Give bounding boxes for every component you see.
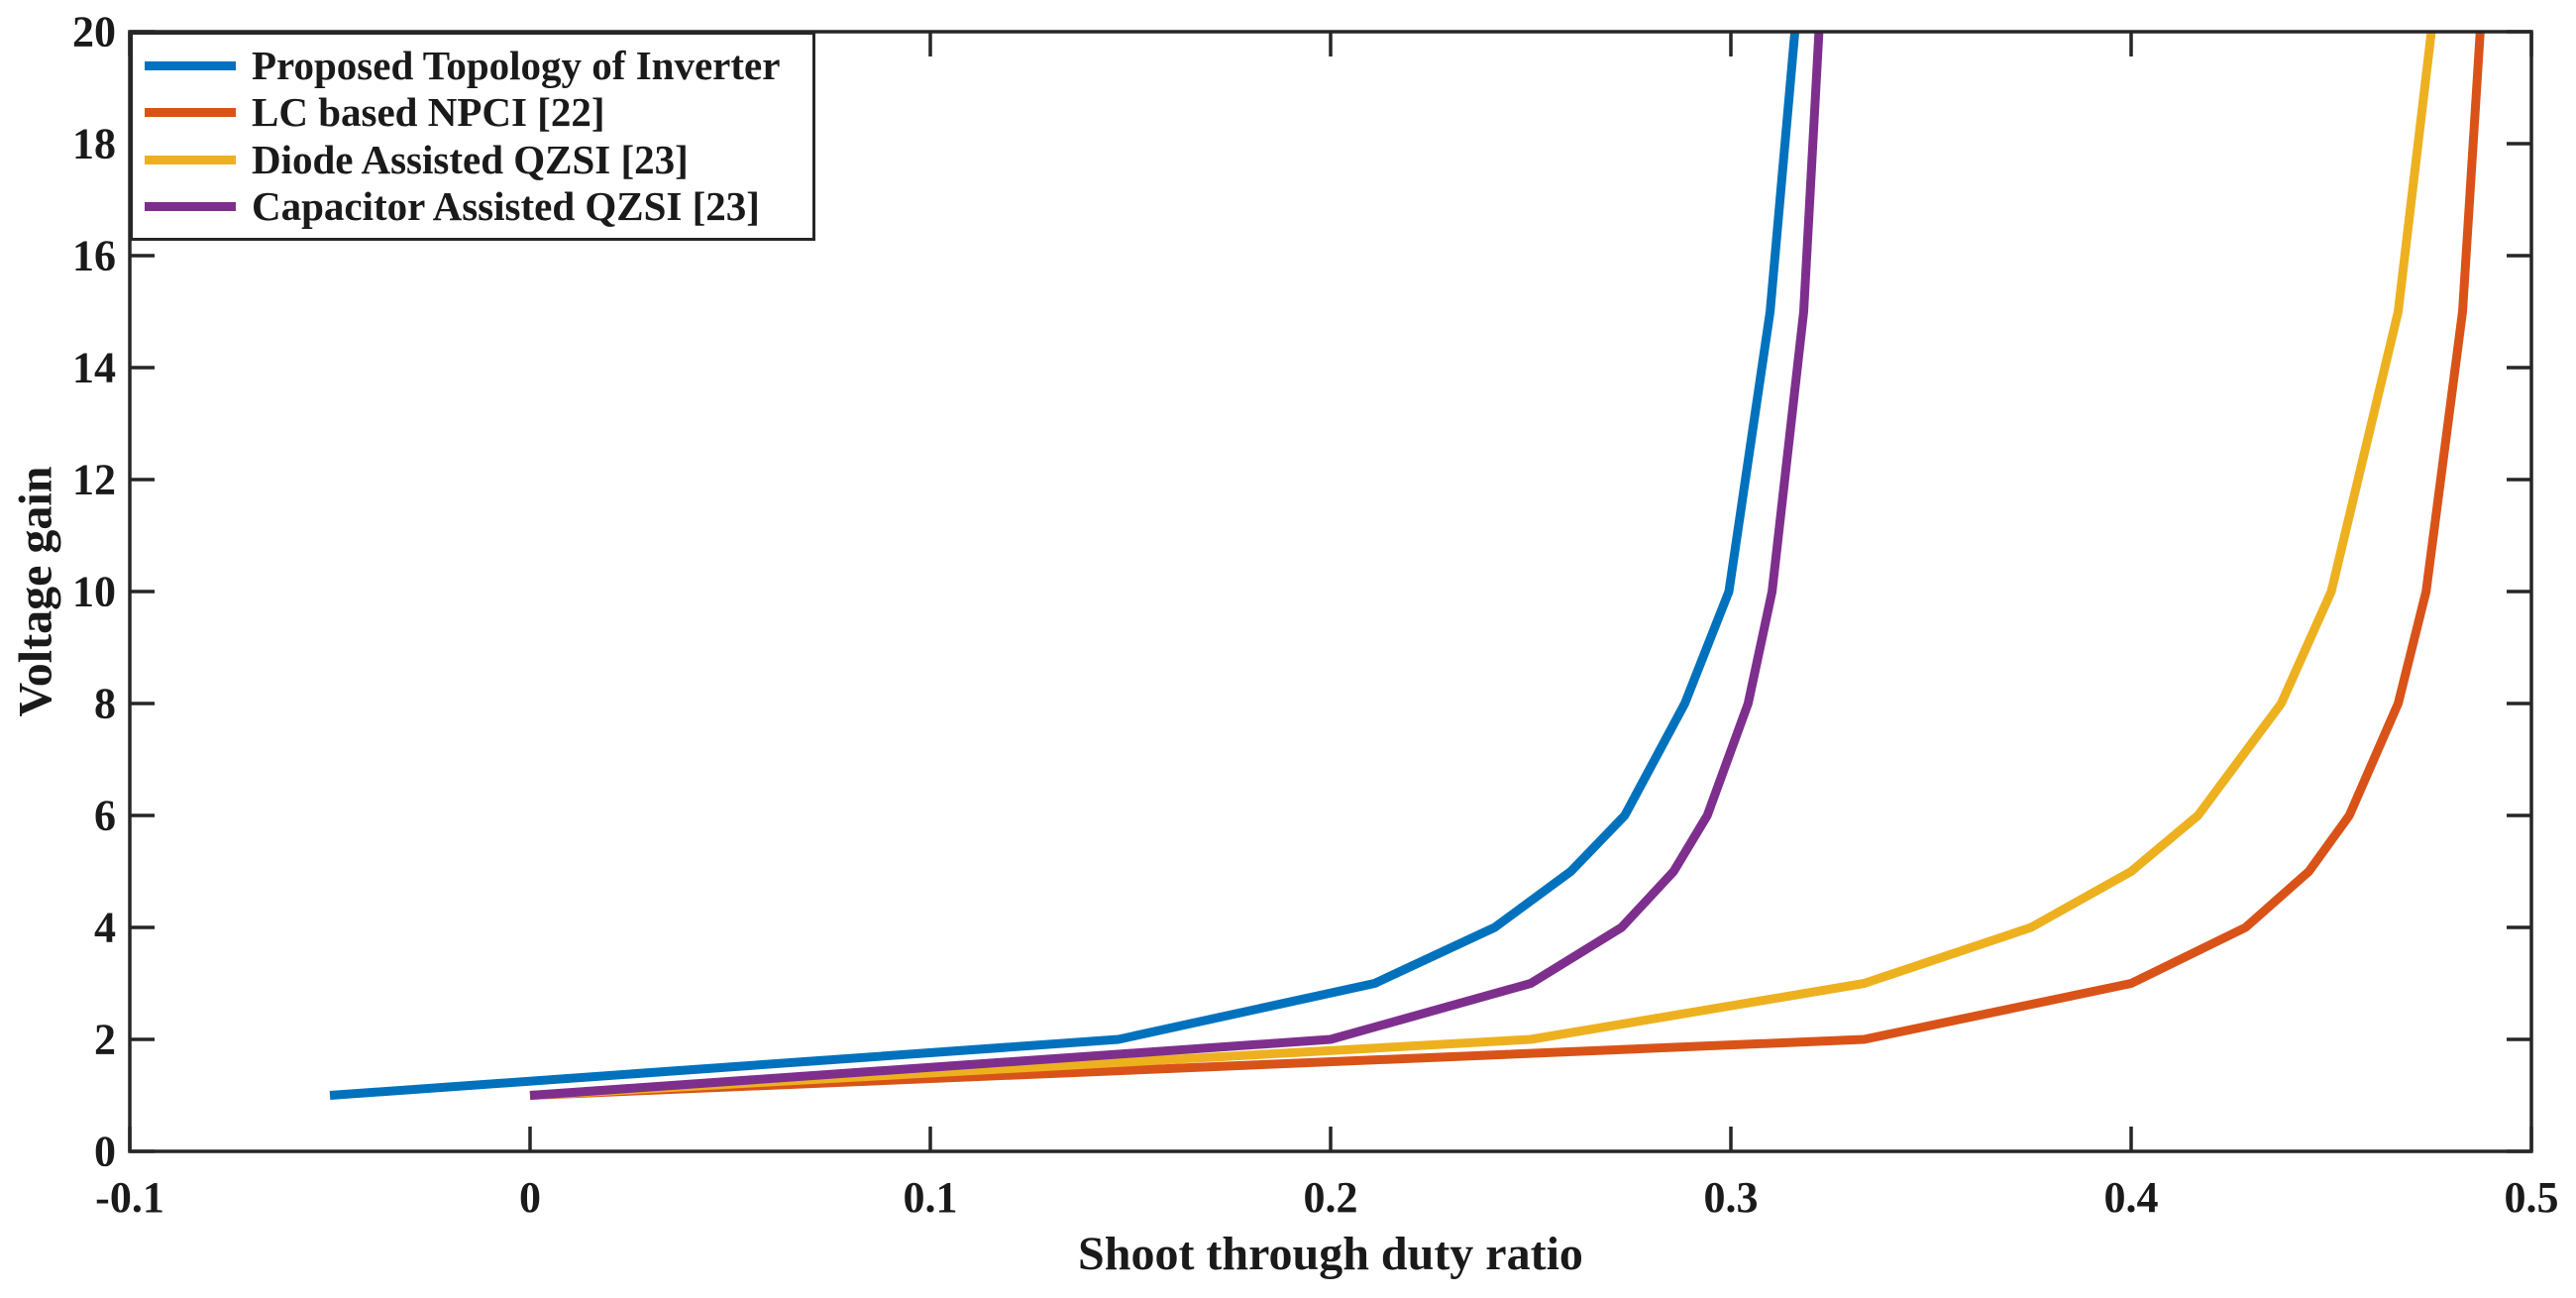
x-tick-label: 0 <box>519 1173 541 1222</box>
curve-series-3 <box>529 32 1824 1100</box>
legend-line-sample-yellow <box>145 155 236 164</box>
legend-label: Proposed Topology of Inverter <box>252 43 781 89</box>
legend-line-sample-blue <box>145 61 236 71</box>
legend-item-lc-based-npci: LC based NPCI [22] <box>145 92 812 133</box>
x-tick-label: 0.1 <box>904 1173 958 1222</box>
x-tick-label: -0.1 <box>95 1173 164 1222</box>
legend-item-capacitor-assisted-qzsi: Capacitor Assisted QZSI [23] <box>145 182 812 229</box>
y-tick-label: 2 <box>94 1016 116 1064</box>
legend-label: LC based NPCI [22] <box>252 89 605 136</box>
y-tick-label: 12 <box>72 456 116 504</box>
legend-item-diode-assisted-qzsi: Diode Assisted QZSI [23] <box>145 136 812 182</box>
legend-label: Diode Assisted QZSI [23] <box>252 136 689 182</box>
y-tick-label: 20 <box>72 8 116 56</box>
y-tick-label: 14 <box>72 344 116 392</box>
legend-label: Capacitor Assisted QZSI [23] <box>252 182 760 229</box>
y-tick-label: 0 <box>94 1128 116 1176</box>
legend-line-sample-orange <box>145 108 236 118</box>
y-tick-label: 6 <box>94 792 116 840</box>
x-tick-label: 0.3 <box>1704 1173 1759 1222</box>
y-tick-label: 16 <box>72 232 116 280</box>
curve-series-2 <box>529 32 2436 1100</box>
x-tick-label: 0.5 <box>2505 1173 2559 1222</box>
y-axis-title: Voltage gain <box>9 466 62 717</box>
y-tick-label: 10 <box>72 568 116 616</box>
y-tick-label: 18 <box>72 120 116 168</box>
curve-series-0 <box>329 32 1800 1100</box>
x-tick-label: 0.4 <box>2104 1173 2159 1222</box>
x-tick-label: 0.2 <box>1304 1173 1358 1222</box>
legend-item-proposed-topology: Proposed Topology of Inverter <box>145 46 812 86</box>
curves-group <box>329 32 2485 1100</box>
y-tick-label: 8 <box>94 680 116 728</box>
x-axis-title: Shoot through duty ratio <box>1078 1228 1583 1280</box>
legend: Proposed Topology of Inverter LC based N… <box>130 32 815 241</box>
y-tick-label: 4 <box>94 904 116 952</box>
legend-line-sample-purple <box>145 201 236 211</box>
curve-series-1 <box>529 32 2485 1100</box>
